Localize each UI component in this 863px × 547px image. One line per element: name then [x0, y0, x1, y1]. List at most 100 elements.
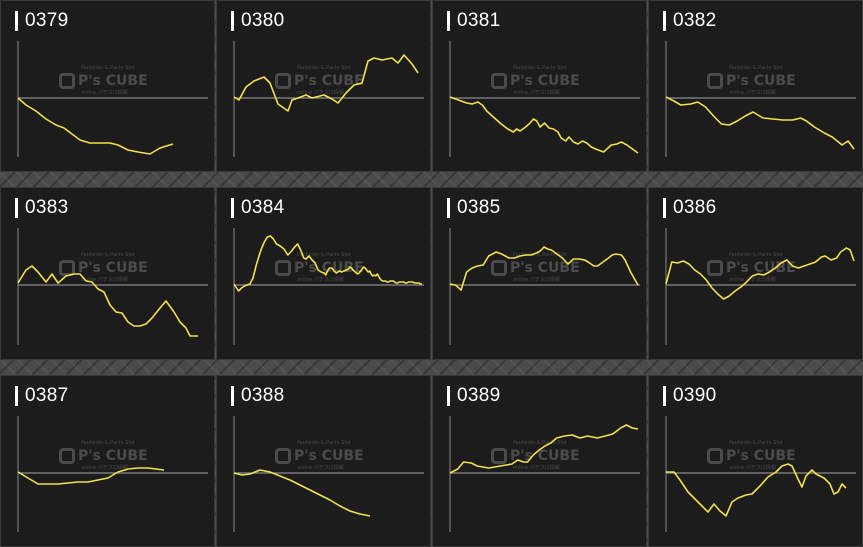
cube-logo-icon — [491, 73, 507, 89]
cube-logo-icon — [707, 73, 723, 89]
watermark-brand: P's CUBE — [510, 73, 580, 89]
graph-panel-0389[interactable]: 0389 P's CUBE Pachinko & Pachi-Slot online … — [432, 375, 647, 547]
label-marker — [663, 198, 666, 218]
slump-line — [666, 463, 847, 517]
slump-line — [449, 246, 639, 291]
graph-panel-0385[interactable]: 0385 P's CUBE Pachinko & Pachi-Slot online … — [432, 187, 647, 360]
watermark-brand: P's CUBE — [510, 260, 580, 276]
watermark-sub-text: online パチスロ情報 — [729, 465, 776, 471]
label-marker — [231, 386, 234, 406]
graph-panel-0390[interactable]: 0390 P's CUBE Pachinko & Pachi-Slot online … — [648, 375, 863, 547]
slump-graph — [17, 228, 208, 345]
slump-graph — [449, 228, 640, 345]
watermark-brand: P's CUBE — [726, 448, 796, 464]
watermark-brand: P's CUBE — [78, 448, 148, 464]
graph-panel-0388[interactable]: 0388 P's CUBE Pachinko & Pachi-Slot online … — [216, 375, 431, 547]
graph-panel-0386[interactable]: 0386 P's CUBE Pachinko & Pachi-Slot online … — [648, 187, 863, 360]
watermark-top-text: Pachinko & Pachi-Slot — [81, 252, 135, 258]
cube-logo-icon — [491, 448, 507, 464]
label-marker — [15, 198, 18, 218]
machine-number-label: 0382 — [673, 10, 717, 31]
watermark-brand: P's CUBE — [726, 260, 796, 276]
cube-logo-icon — [59, 448, 75, 464]
watermark-logo: P's CUBE Pachinko & Pachi-Slot online パチスロ… — [707, 252, 796, 283]
slump-line — [17, 97, 174, 155]
label-marker — [663, 386, 666, 406]
machine-number-label: 0387 — [25, 385, 69, 406]
watermark-top-text: Pachinko & Pachi-Slot — [513, 65, 567, 71]
watermark-top-text: Pachinko & Pachi-Slot — [513, 252, 567, 258]
watermark-top-text: Pachinko & Pachi-Slot — [81, 440, 135, 446]
watermark-top-text: Pachinko & Pachi-Slot — [297, 65, 351, 71]
watermark-logo: P's CUBE Pachinko & Pachi-Slot online パチスロ… — [59, 252, 148, 283]
cube-logo-icon — [275, 448, 291, 464]
watermark-sub-text: online パチスロ情報 — [729, 90, 776, 96]
cube-logo-icon — [707, 448, 723, 464]
watermark-logo: P's CUBE Pachinko & Pachi-Slot online パチスロ… — [275, 440, 364, 471]
watermark-logo: P's CUBE Pachinko & Pachi-Slot online パチスロ… — [491, 440, 580, 471]
machine-number-label: 0385 — [457, 197, 501, 218]
watermark-sub-text: online パチスロ情報 — [297, 90, 344, 96]
label-marker — [15, 386, 18, 406]
cube-logo-icon — [707, 260, 723, 276]
slump-line — [17, 467, 165, 485]
graph-panel-0383[interactable]: 0383 P's CUBE Pachinko & Pachi-Slot online … — [0, 187, 215, 360]
slump-graph — [665, 228, 856, 345]
slump-graph — [233, 41, 424, 157]
graph-panel-0380[interactable]: 0380 P's CUBE Pachinko & Pachi-Slot online … — [216, 0, 431, 172]
watermark-top-text: Pachinko & Pachi-Slot — [513, 440, 567, 446]
label-marker — [15, 11, 18, 31]
machine-number-label: 0389 — [457, 385, 501, 406]
watermark-sub-text: online パチスロ情報 — [513, 277, 560, 283]
watermark-logo: P's CUBE Pachinko & Pachi-Slot online パチスロ… — [491, 252, 580, 283]
slump-line — [665, 247, 855, 300]
slump-graph — [17, 416, 208, 532]
graph-panel-0387[interactable]: 0387 P's CUBE Pachinko & Pachi-Slot online … — [0, 375, 215, 547]
machine-number-label: 0386 — [673, 197, 717, 218]
watermark-sub-text: online パチスロ情報 — [513, 465, 560, 471]
label-marker — [231, 11, 234, 31]
graph-panel-0382[interactable]: 0382 P's CUBE Pachinko & Pachi-Slot online … — [648, 0, 863, 172]
label-marker — [447, 386, 450, 406]
slump-line — [449, 424, 639, 474]
machine-number-label: 0383 — [25, 197, 69, 218]
watermark-logo: P's CUBE Pachinko & Pachi-Slot online パチスロ… — [491, 65, 580, 96]
slump-graph — [449, 41, 640, 157]
machine-number-label: 0379 — [25, 10, 69, 31]
slump-graph — [233, 228, 424, 345]
watermark-sub-text: online パチスロ情報 — [729, 277, 776, 283]
watermark-brand: P's CUBE — [726, 73, 796, 89]
label-marker — [447, 198, 450, 218]
slump-graph — [665, 416, 856, 532]
watermark-sub-text: online パチスロ情報 — [81, 465, 128, 471]
watermark-logo: P's CUBE Pachinko & Pachi-Slot online パチスロ… — [59, 65, 148, 96]
slump-line — [233, 469, 371, 517]
slump-line — [17, 265, 198, 337]
cube-logo-icon — [59, 73, 75, 89]
machine-number-label: 0384 — [241, 197, 285, 218]
slump-graph — [665, 41, 856, 157]
graph-panel-0379[interactable]: 0379 P's CUBE Pachinko & Pachi-Slot online … — [0, 0, 215, 172]
watermark-sub-text: online パチスロ情報 — [297, 277, 344, 283]
watermark-top-text: Pachinko & Pachi-Slot — [729, 440, 783, 446]
watermark-sub-text: online パチスロ情報 — [297, 465, 344, 471]
watermark-top-text: Pachinko & Pachi-Slot — [729, 65, 783, 71]
graph-panel-0381[interactable]: 0381 P's CUBE Pachinko & Pachi-Slot online … — [432, 0, 647, 172]
label-marker — [231, 198, 234, 218]
machine-number-label: 0381 — [457, 10, 501, 31]
watermark-logo: P's CUBE Pachinko & Pachi-Slot online パチスロ… — [707, 65, 796, 96]
graph-panel-0384[interactable]: 0384 P's CUBE Pachinko & Pachi-Slot online … — [216, 187, 431, 360]
watermark-brand: P's CUBE — [78, 73, 148, 89]
cube-logo-icon — [275, 73, 291, 89]
watermark-top-text: Pachinko & Pachi-Slot — [81, 65, 135, 71]
machine-number-label: 0380 — [241, 10, 285, 31]
watermark-brand: P's CUBE — [294, 73, 364, 89]
slump-line — [233, 54, 419, 112]
label-marker — [663, 11, 666, 31]
watermark-sub-text: online パチスロ情報 — [81, 277, 128, 283]
machine-number-label: 0390 — [673, 385, 717, 406]
slump-graph — [449, 416, 640, 532]
label-marker — [447, 11, 450, 31]
cube-logo-icon — [275, 260, 291, 276]
slump-line — [233, 235, 422, 292]
